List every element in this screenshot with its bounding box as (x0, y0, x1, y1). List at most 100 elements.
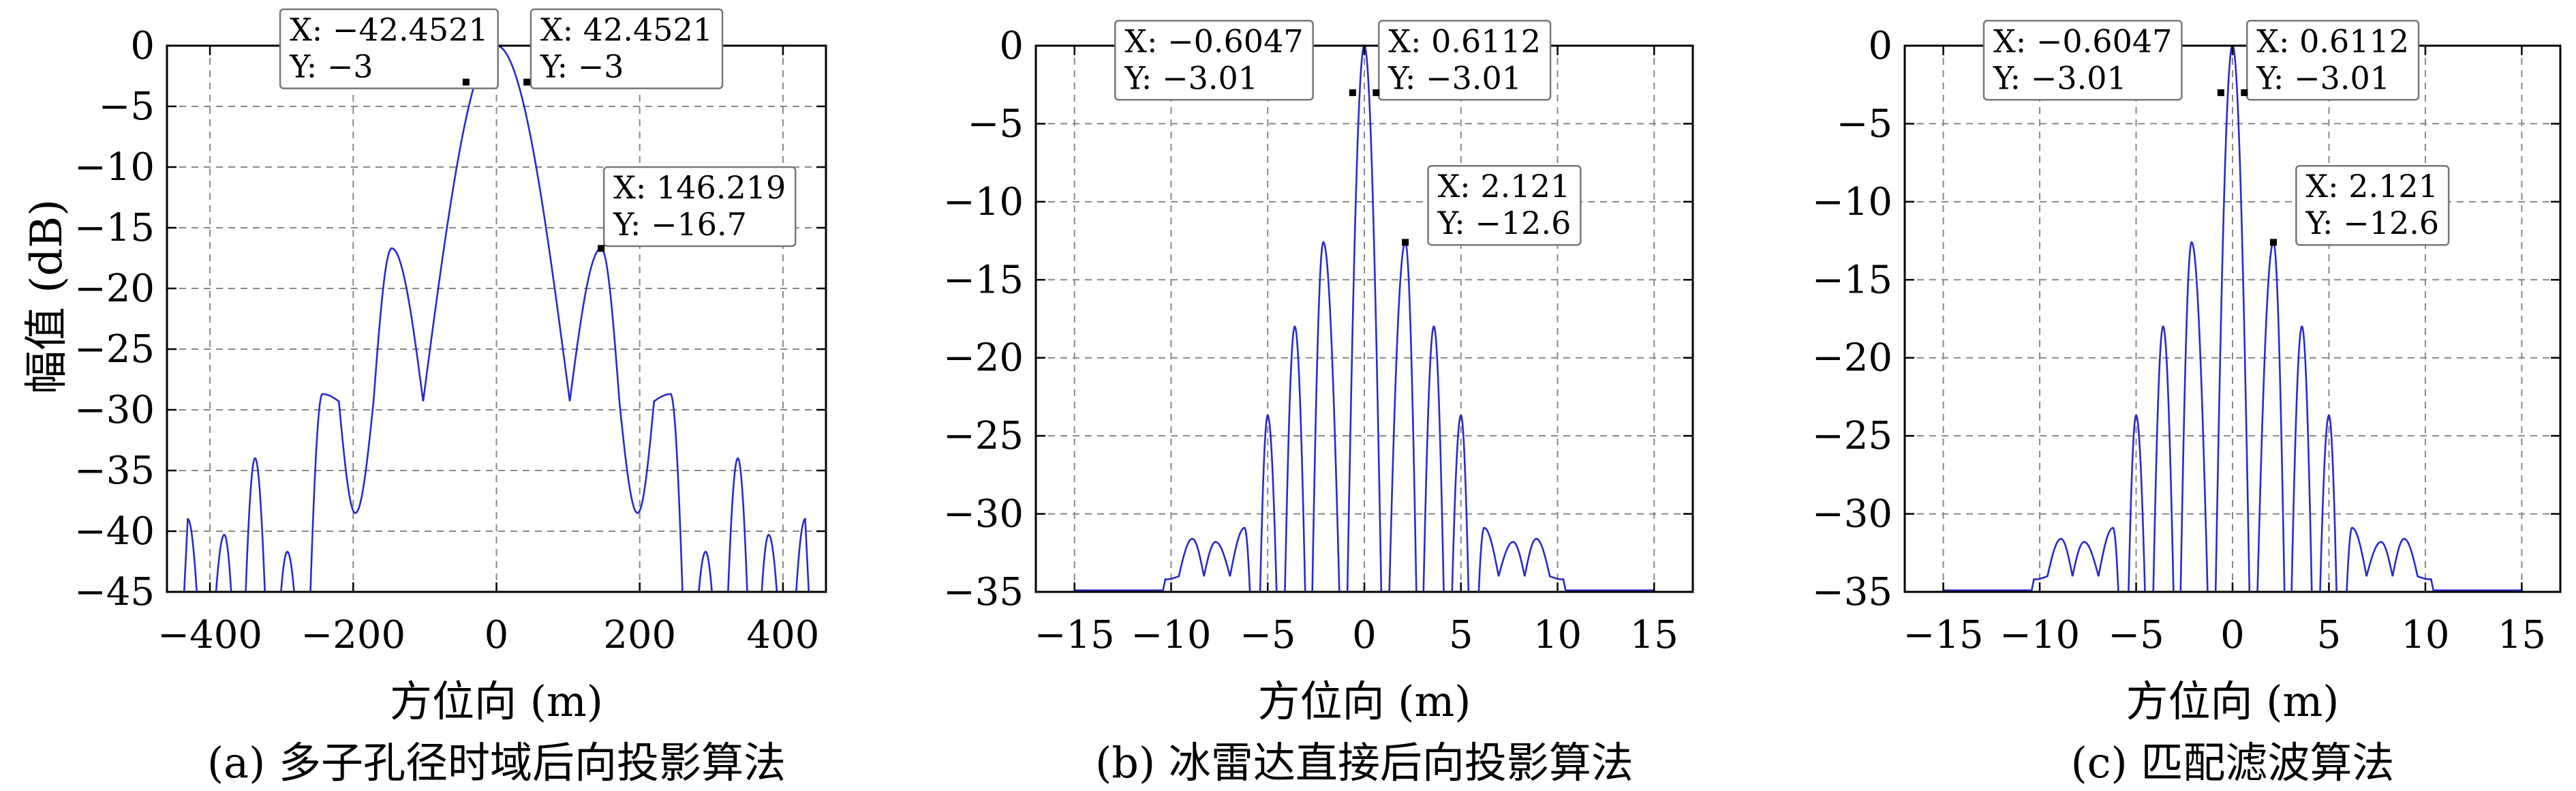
data-tip-y: Y: −3 (540, 48, 624, 85)
y-tick-label: −10 (74, 145, 155, 190)
data-tip-y: Y: −3.01 (1387, 59, 1522, 96)
peak-point (1512, 541, 1514, 543)
peak-point (2135, 414, 2138, 417)
peak-point (2083, 541, 2085, 543)
data-tip-x: X: −0.6047 (1993, 23, 2172, 59)
peak-point (1293, 325, 1296, 328)
peak-point (637, 511, 639, 514)
data-tip-box (1427, 164, 1582, 246)
peak-point (321, 393, 324, 395)
x-tick-label: 10 (1533, 613, 1582, 657)
peak-point (704, 550, 707, 553)
y-tick-label: −35 (1812, 570, 1892, 614)
x-tick-label: −5 (2108, 613, 2164, 657)
peak-point (2429, 578, 2432, 581)
peak-point (1214, 541, 1217, 543)
y-tick-label: −30 (943, 492, 1024, 537)
peak-point (2033, 578, 2036, 581)
y-tick-label: −30 (74, 388, 155, 432)
y-tick-label: −20 (74, 267, 155, 311)
y-axis-label: 幅值 (dB) (5, 0, 80, 593)
data-tip-marker (1373, 89, 1380, 96)
y-tick-label: −15 (943, 258, 1024, 302)
peak-point (286, 550, 289, 553)
data-tip-marker (2217, 89, 2224, 96)
y-tick-label: −40 (74, 509, 155, 554)
peak-point (254, 457, 256, 460)
peak-point (1164, 578, 1167, 581)
x-tick-label: 0 (485, 613, 509, 657)
peak-point (804, 518, 807, 520)
x-tick-label: 200 (603, 613, 676, 657)
x-axis-label: 方位向 (m) (390, 676, 603, 726)
peak-point (186, 518, 189, 520)
data-tip-marker (2241, 89, 2248, 96)
data-tip-y: Y: −3.01 (1993, 59, 2127, 96)
peak-point (2327, 414, 2330, 417)
x-tick-label: 15 (1630, 613, 1678, 657)
data-tip-x: X: 2.121 (1438, 168, 1571, 205)
data-tip-marker (523, 78, 531, 86)
panel-caption: (c) 匹配滤波算法 (2071, 738, 2395, 788)
y-tick-label: −5 (967, 102, 1024, 146)
data-tip-marker (1402, 239, 1409, 246)
data-tip-box (2295, 164, 2450, 246)
chart-panel-2: −15 −10 −5 0 5 10 15 0 −5 −10 −15 −20 −25 −30 −35 方位向 (… (943, 20, 1694, 788)
data-tip-x: X: 0.6112 (2256, 23, 2409, 59)
data-tip-box (1982, 20, 2183, 101)
y-tick-label: −5 (1836, 102, 1892, 146)
x-tick-label: 5 (1449, 613, 1473, 657)
x-tick-label: 400 (746, 613, 819, 657)
y-tick-label: −25 (943, 414, 1024, 458)
data-tip-box (279, 8, 499, 89)
data-tip-marker (1349, 89, 1356, 96)
y-tick-label: −10 (943, 180, 1024, 224)
x-tick-label: −10 (1131, 613, 1211, 657)
data-tip-x: X: 146.219 (613, 169, 786, 206)
x-tick-label: −10 (1999, 613, 2080, 657)
x-tick-label: 0 (2220, 613, 2245, 657)
x-tick-label: −400 (157, 613, 262, 657)
peak-point (390, 247, 393, 250)
data-tip-box (1114, 20, 1314, 101)
peak-point (223, 533, 226, 536)
peak-point (2059, 537, 2062, 540)
y-tick-label: 0 (1868, 24, 1892, 68)
y-tick-label: −10 (1812, 180, 1892, 224)
data-tip-x: X: −42.4521 (290, 12, 489, 48)
data-tip-x: X: 0.6112 (1388, 23, 1541, 59)
data-tip-marker (2270, 239, 2278, 246)
panel-caption: (b) 冰雷达直接后向投影算法 (1095, 738, 1634, 788)
data-tip-x: X: 42.4521 (540, 12, 713, 48)
peak-point (1243, 526, 1246, 529)
y-tick-label: −45 (74, 570, 155, 614)
y-tick-label: −30 (1812, 492, 1892, 537)
peak-point (1535, 537, 1537, 540)
peak-point (2301, 325, 2303, 328)
peak-point (669, 393, 672, 395)
peak-point (1266, 414, 1269, 417)
peak-point (767, 533, 770, 536)
data-tip-marker (598, 245, 605, 252)
peak-point (2350, 526, 2353, 529)
peak-point (354, 511, 356, 514)
y-tick-label: −15 (74, 206, 155, 250)
x-tick-label: 5 (2317, 613, 2342, 657)
y-tick-label: 0 (999, 24, 1024, 68)
data-tip-box (530, 8, 724, 89)
y-tick-label: −25 (74, 327, 155, 372)
peak-point (2112, 526, 2115, 529)
x-tick-label: −5 (1240, 613, 1296, 657)
x-tick-label: 15 (2498, 613, 2546, 657)
data-tip-y: Y: −3 (289, 48, 373, 85)
peak-point (2190, 241, 2193, 243)
y-tick-label: 0 (130, 24, 155, 68)
data-tip-y: Y: −3.01 (1124, 59, 1258, 96)
peak-point (2162, 325, 2164, 328)
data-tip-y: Y: −12.6 (1437, 205, 1571, 241)
